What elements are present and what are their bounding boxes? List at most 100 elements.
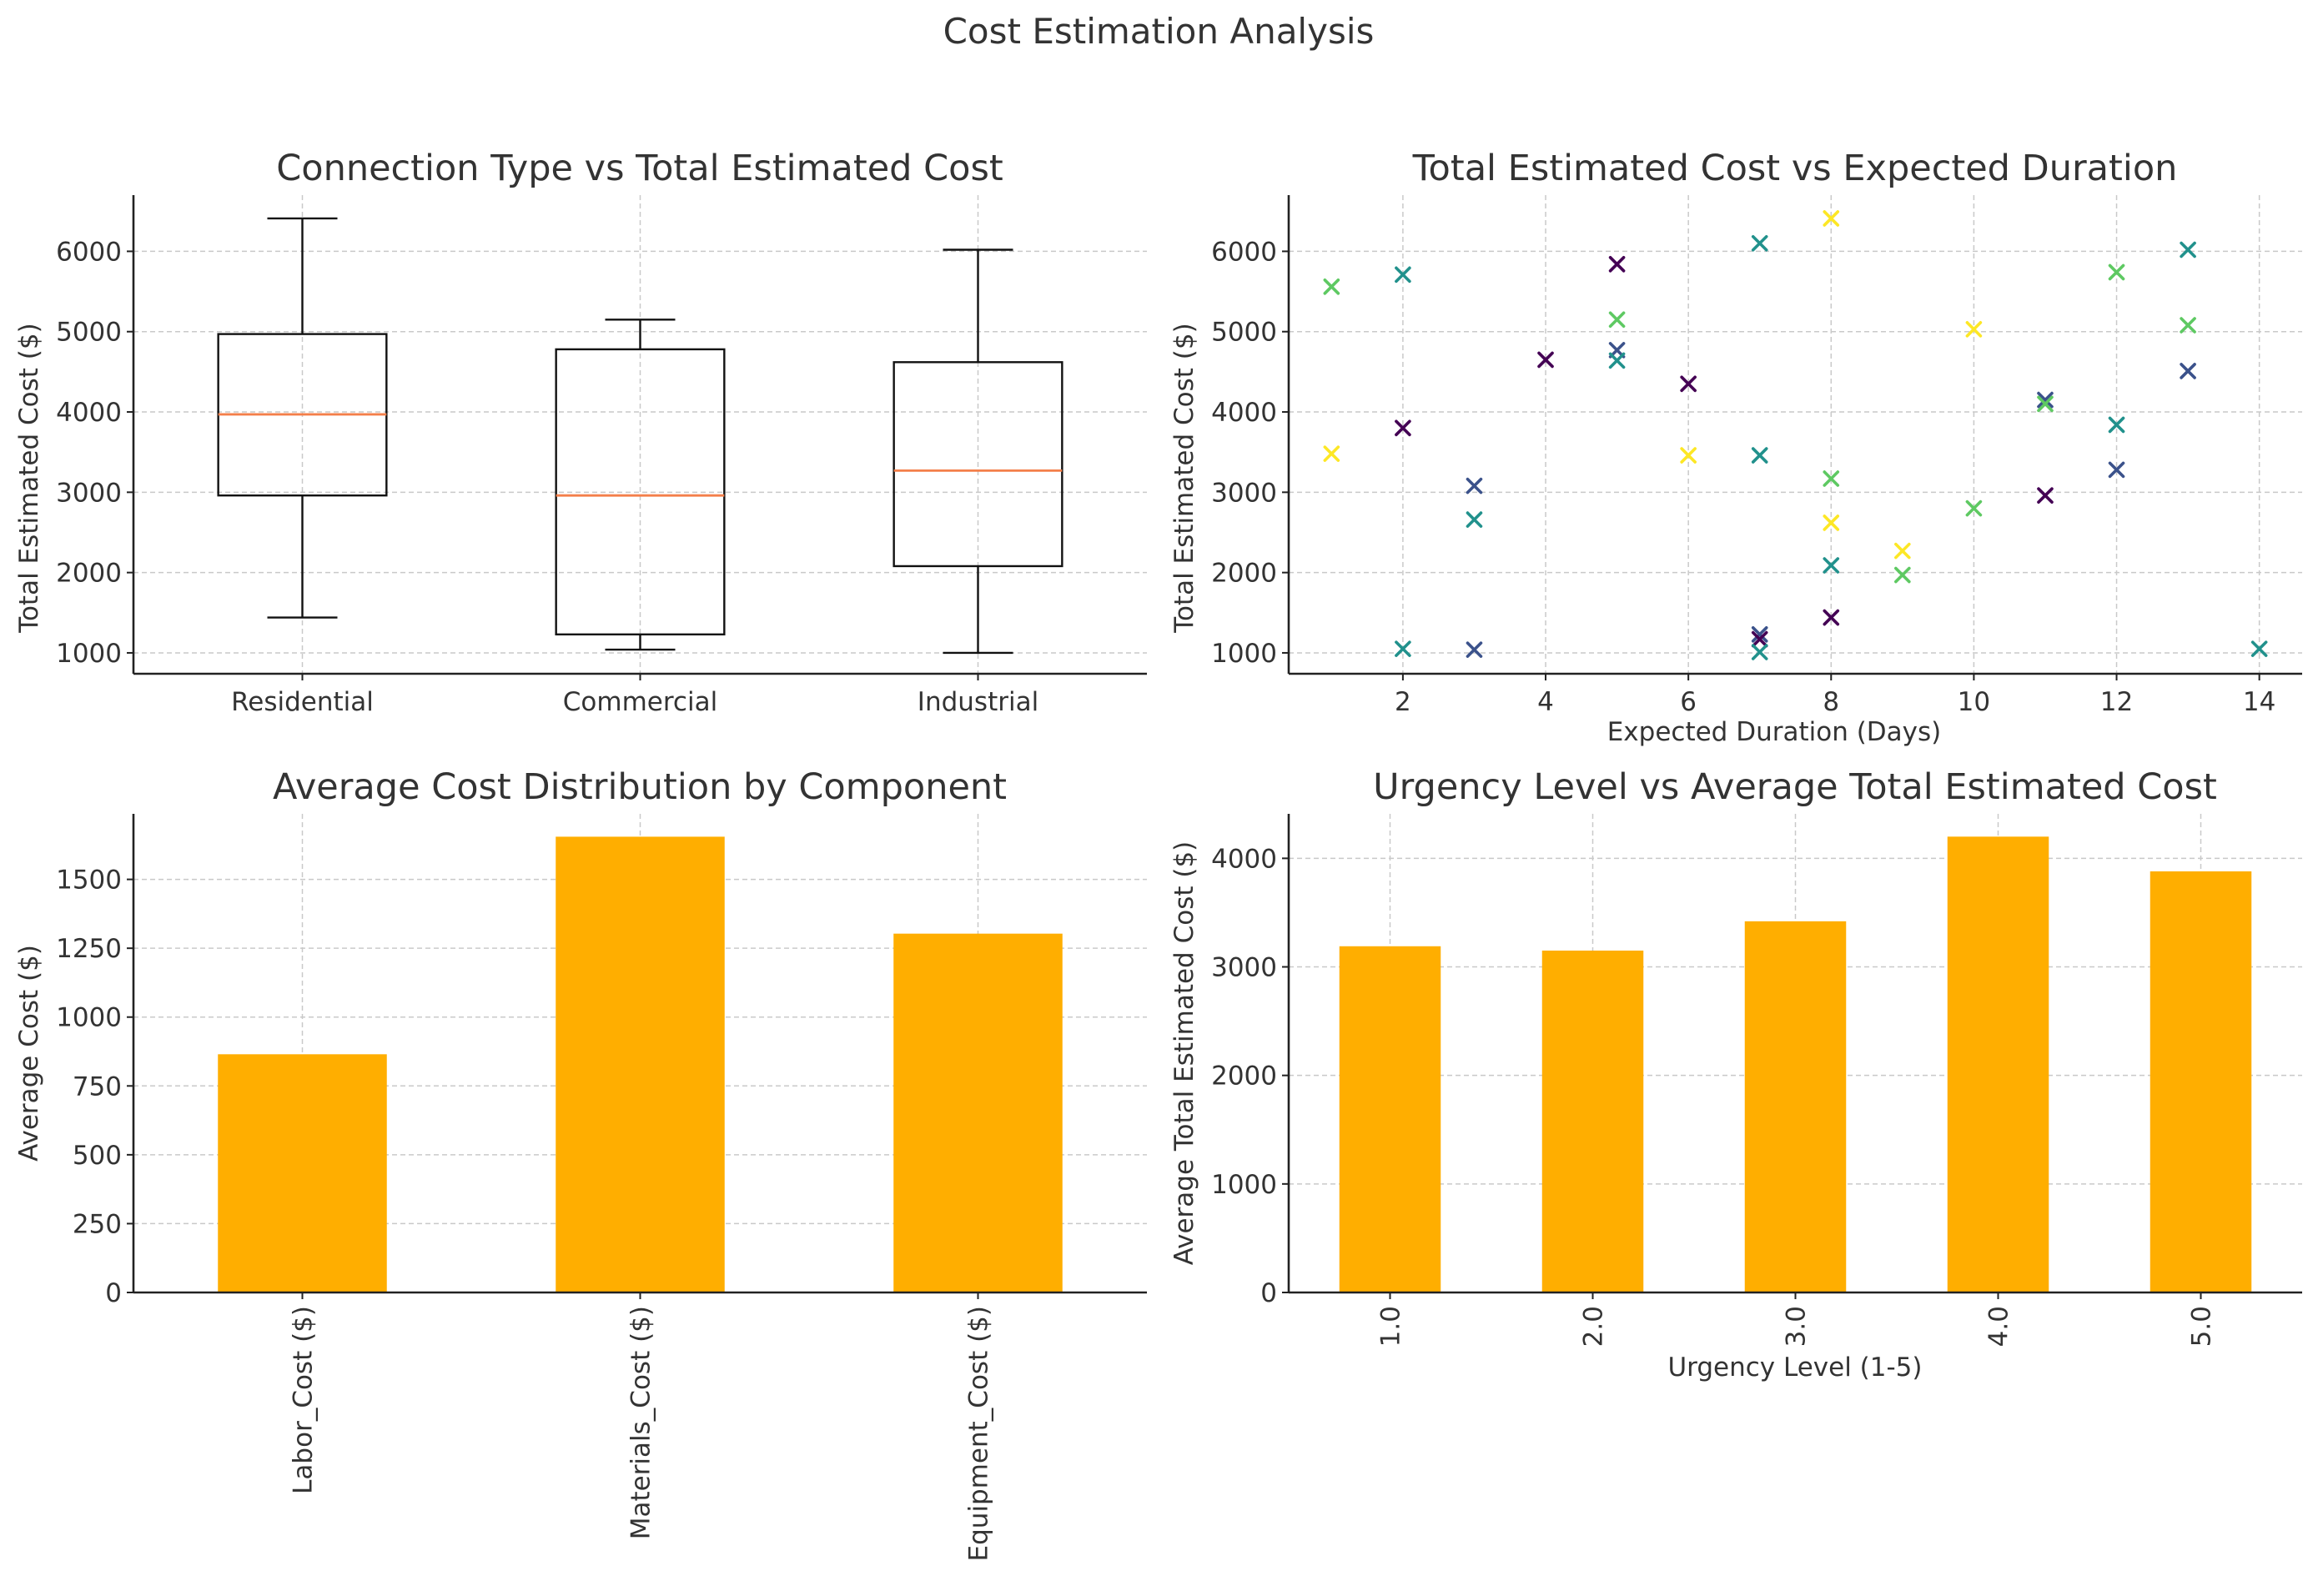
scatter-point <box>1894 566 1911 584</box>
scatter-marker-stroke <box>1823 470 1840 487</box>
scatter-marker-stroke <box>2180 363 2196 379</box>
scatter-point <box>1680 375 1697 393</box>
boxplot-connection-type: Connection Type vs Total Estimated Cost … <box>14 148 1147 717</box>
y-tick-label: 4000 <box>1211 844 1277 874</box>
y-tick-label: 1000 <box>56 639 122 669</box>
bar2-title: Urgency Level vs Average Total Estimated… <box>1373 766 2217 808</box>
iqr-box <box>893 361 1063 568</box>
box-industrial <box>893 248 1063 655</box>
scatter-point <box>1965 321 1983 338</box>
scatter-marker-stroke <box>1823 210 1840 227</box>
y-tick-label: 750 <box>73 1072 122 1102</box>
y-tick-label: 5000 <box>56 318 122 348</box>
scatter-marker-stroke <box>1395 419 1411 437</box>
scatter-marker-stroke <box>1395 266 1411 284</box>
y-tick-label: 6000 <box>1211 237 1277 267</box>
bar-urgency-level: Urgency Level vs Average Total Estimated… <box>1169 766 2302 1383</box>
scatter-marker-stroke <box>1751 626 1768 643</box>
scatter-marker-stroke <box>1751 644 1768 660</box>
scatter-marker-stroke <box>1894 566 1911 584</box>
scatter-point <box>2037 391 2054 409</box>
y-tick-label: 250 <box>73 1209 122 1239</box>
x-tick-label: Materials_Cost ($) <box>626 1306 656 1539</box>
scatter-point <box>2180 317 2196 334</box>
scatter-marker-stroke <box>1751 630 1768 648</box>
scatter-point <box>2108 263 2125 281</box>
scatter-point <box>2180 363 2196 379</box>
scatter-point <box>1751 626 1768 643</box>
boxplot-title: Connection Type vs Total Estimated Cost <box>276 148 1003 189</box>
bar2-x-axis-label: Urgency Level (1-5) <box>1667 1353 1922 1383</box>
scatter-marker-stroke <box>2108 263 2125 281</box>
scatter-point <box>1965 499 1983 517</box>
y-tick-label: 3000 <box>1211 953 1277 983</box>
scatter-marker-stroke <box>1466 641 1483 658</box>
y-tick-label: 1250 <box>56 934 122 964</box>
x-tick-label: 8 <box>1823 687 1839 717</box>
scatter-point <box>2108 461 2125 479</box>
x-tick-label: 12 <box>2100 687 2133 717</box>
scatter-point <box>1608 352 1626 369</box>
scatter-point <box>1751 644 1768 660</box>
x-tick-label: Equipment_Cost ($) <box>964 1306 994 1561</box>
x-tick-label: 10 <box>1958 687 1990 717</box>
x-tick-label: 5.0 <box>2187 1306 2217 1347</box>
y-tick-label: 4000 <box>1211 398 1277 428</box>
bar2-y-axis-label: Average Total Estimated Cost ($) <box>1169 841 1199 1266</box>
scatter-point <box>1751 447 1768 464</box>
scatter-point <box>1466 641 1483 658</box>
y-tick-label: 2000 <box>1211 1061 1277 1092</box>
scatter-point <box>2037 395 2054 413</box>
scatter-marker-stroke <box>1608 352 1626 369</box>
bar <box>1744 921 1847 1292</box>
y-tick-label: 1500 <box>56 866 122 896</box>
scatter-marker-stroke <box>2037 391 2054 409</box>
figure-title: Cost Estimation Analysis <box>943 11 1375 52</box>
scatter-point <box>2108 416 2125 434</box>
scatter-point <box>1323 278 1340 295</box>
y-tick-label: 1000 <box>1211 639 1277 669</box>
y-tick-label: 2000 <box>56 559 122 589</box>
scatter-marker-stroke <box>1751 234 1768 252</box>
scatter-marker-stroke <box>1323 445 1340 462</box>
scatter-point <box>1395 266 1411 284</box>
scatter-point <box>1823 514 1840 531</box>
scatter-marker-stroke <box>1395 640 1411 657</box>
x-tick-label: 6 <box>1680 687 1697 717</box>
x-tick-label: 14 <box>2243 687 2275 717</box>
scatter-y-axis-label: Total Estimated Cost ($) <box>1169 323 1199 633</box>
x-tick-label: Industrial <box>918 687 1038 717</box>
scatter-marker-stroke <box>1608 256 1626 273</box>
y-tick-label: 3000 <box>1211 478 1277 508</box>
bar1-title: Average Cost Distribution by Component <box>273 766 1007 808</box>
scatter-marker-stroke <box>1466 477 1483 494</box>
boxplot-y-axis-label: Total Estimated Cost ($) <box>14 323 44 633</box>
bar <box>218 1054 387 1292</box>
scatter-point <box>1823 210 1840 227</box>
y-tick-label: 0 <box>1260 1278 1277 1308</box>
scatter-point <box>2250 640 2268 657</box>
x-tick-label: 3.0 <box>1782 1306 1812 1347</box>
bar <box>556 836 725 1292</box>
scatter-marker-stroke <box>1823 557 1840 574</box>
scatter-point <box>1823 470 1840 487</box>
scatter-marker-stroke <box>2180 317 2196 334</box>
x-tick-label: 1.0 <box>1376 1306 1406 1347</box>
bar <box>1947 836 2049 1292</box>
scatter-marker-stroke <box>1537 351 1554 369</box>
x-tick-label: 4 <box>1537 687 1554 717</box>
scatter-marker-stroke <box>1323 278 1340 295</box>
scatter-marker-stroke <box>1965 499 1983 517</box>
y-tick-label: 3000 <box>56 478 122 508</box>
scatter-point <box>1823 557 1840 574</box>
scatter-marker-stroke <box>2037 487 2054 504</box>
scatter-point <box>1395 419 1411 437</box>
scatter-marker-stroke <box>1608 311 1626 329</box>
scatter-marker-stroke <box>2250 640 2268 657</box>
box-commercial <box>555 319 726 651</box>
scatter-point <box>1823 609 1840 626</box>
scatter-x-axis-label: Expected Duration (Days) <box>1607 717 1942 747</box>
scatter-point <box>1323 445 1340 462</box>
bar1-y-axis-label: Average Cost ($) <box>14 945 44 1162</box>
